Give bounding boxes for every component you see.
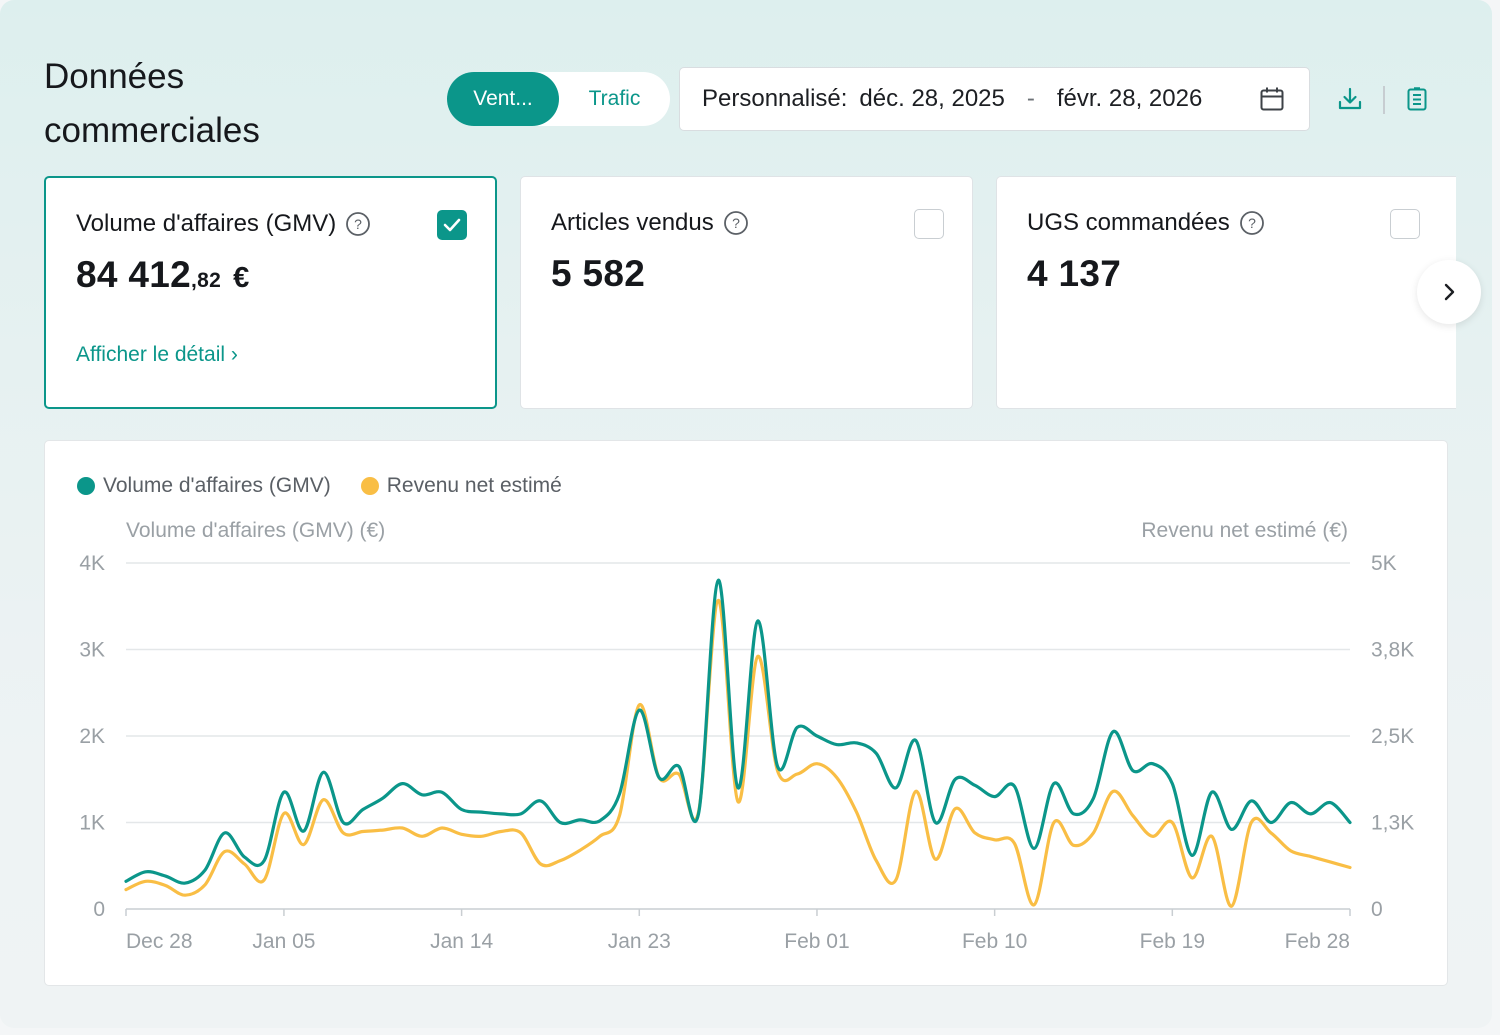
metric-title: UGS commandées (1027, 209, 1230, 236)
metric-card-items-sold[interactable]: Articles vendus ? 5 582 (520, 176, 973, 409)
x-axis-tick-label: Feb 10 (962, 930, 1027, 953)
help-icon[interactable]: ? (723, 210, 749, 236)
chart-legend: Volume d'affaires (GMV) Revenu net estim… (77, 474, 592, 498)
metric-title: Volume d'affaires (GMV) (76, 210, 337, 237)
left-axis-tick-label: 4K (79, 552, 105, 575)
toolbar-divider (1383, 86, 1385, 114)
x-axis-tick-label: Jan 05 (252, 930, 315, 953)
metric-checkbox[interactable] (1390, 209, 1420, 239)
check-icon (443, 218, 461, 232)
right-axis-label: Revenu net estimé (€) (1141, 519, 1348, 542)
right-axis-tick-label: 5K (1371, 552, 1397, 575)
metric-checkbox[interactable] (914, 209, 944, 239)
show-detail-link[interactable]: Afficher le détail › (76, 343, 238, 366)
metric-card-gmv[interactable]: Volume d'affaires (GMV) ? 84 412,82 € Aff… (44, 176, 497, 409)
chart-card: Volume d'affaires (GMV) Revenu net estim… (44, 440, 1448, 986)
metric-checkbox[interactable] (437, 210, 467, 240)
right-axis-tick-label: 0 (1371, 898, 1383, 921)
svg-text:?: ? (1248, 215, 1256, 231)
next-metrics-button[interactable] (1417, 260, 1481, 324)
x-axis-tick-label: Feb 28 (1285, 930, 1350, 953)
right-axis-tick-label: 3,8K (1371, 639, 1414, 662)
help-icon[interactable]: ? (345, 211, 371, 237)
calendar-icon[interactable] (1259, 86, 1285, 112)
date-range-label: Personnalisé: (702, 85, 848, 112)
chevron-right-icon: › (230, 343, 238, 366)
metric-title: Articles vendus (551, 209, 714, 236)
help-icon[interactable]: ? (1239, 210, 1265, 236)
date-range-separator: - (1026, 85, 1035, 112)
left-axis-tick-label: 1K (79, 812, 105, 835)
svg-text:?: ? (732, 215, 740, 231)
x-axis-tick-label: Feb 19 (1140, 930, 1205, 953)
date-range-picker[interactable]: Personnalisé: déc. 28, 2025 - févr. 28, … (679, 67, 1310, 131)
date-range-end[interactable]: févr. 28, 2026 (1056, 85, 1203, 112)
legend-dot (77, 477, 95, 495)
line-chart: 0 0 1K 1,3K 2K 2,5K 3K 3,8K 4K 5K Volume d'affaire… (79, 519, 1414, 953)
left-axis-tick-label: 3K (79, 639, 105, 662)
clipboard-icon[interactable] (1404, 86, 1430, 112)
x-axis-tick-label: Jan 23 (608, 930, 671, 953)
tab-sales[interactable]: Vent... (447, 72, 559, 126)
left-axis-label: Volume d'affaires (GMV) (€) (126, 519, 385, 542)
tab-traffic[interactable]: Trafic (588, 87, 641, 110)
svg-text:?: ? (354, 216, 362, 232)
metric-value: 5 582 (551, 253, 646, 294)
page-title: Données commerciales (44, 57, 260, 150)
left-axis-tick-label: 0 (93, 898, 105, 921)
x-axis-tick-label: Jan 14 (430, 930, 493, 953)
x-axis-tick-label: Feb 01 (784, 930, 849, 953)
metric-value: 84 412,82 € (76, 254, 250, 295)
right-axis-tick-label: 1,3K (1371, 812, 1414, 835)
date-range-start[interactable]: déc. 28, 2025 (859, 85, 1005, 112)
x-axis-tick-label: Dec 28 (126, 930, 193, 953)
view-toggle: Vent... Trafic (447, 72, 670, 126)
chevron-right-icon (1444, 283, 1455, 301)
legend-item-gmv[interactable]: Volume d'affaires (GMV) (77, 474, 331, 498)
series-line-revenue (124, 598, 1352, 908)
download-icon[interactable] (1337, 86, 1363, 112)
left-axis-tick-label: 2K (79, 725, 105, 748)
legend-item-revenue[interactable]: Revenu net estimé (360, 474, 562, 498)
legend-dot (360, 477, 379, 495)
series-line-gmv (124, 578, 1352, 885)
metric-card-skus-ordered[interactable]: UGS commandées ? 4 137 (996, 176, 1456, 409)
right-axis-tick-label: 2,5K (1371, 725, 1414, 748)
metric-value: 4 137 (1027, 253, 1122, 294)
